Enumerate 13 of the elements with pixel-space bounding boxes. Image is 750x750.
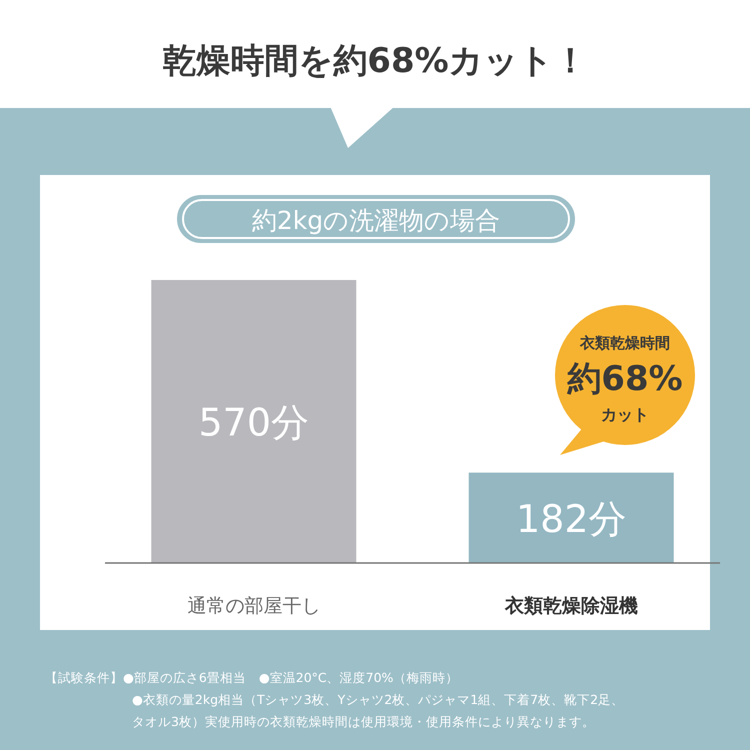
text: タオル3枚）実使用時の衣類乾燥時間は使用環境・使用条件により異なります。: [132, 714, 595, 729]
text: 【試験条件】●部屋の広さ6畳相当 ●室温20°C、湿度70%（梅雨時）: [45, 670, 458, 685]
x-tick-label: 通常の部屋干し: [187, 595, 320, 617]
annotation: 約68%: [566, 359, 683, 399]
annotation: カット: [601, 405, 649, 424]
title: 乾燥時間を約68%カット！: [162, 41, 588, 81]
x-tick-label: 衣類乾燥除湿機: [504, 595, 638, 617]
text: ●衣類の量2kg相当（Tシャツ3枚、Yシャツ2枚、パジャマ1組、下着7枚、靴下2足、: [132, 692, 624, 707]
data-label: 182分: [516, 496, 627, 541]
subtitle: 約2kgの洗濯物の場合: [177, 195, 575, 243]
annotation: 衣類乾燥時間: [579, 334, 670, 352]
data-label: 570分: [198, 400, 310, 444]
chart-subtitle: 約2kgの洗濯物の場合: [252, 206, 500, 235]
